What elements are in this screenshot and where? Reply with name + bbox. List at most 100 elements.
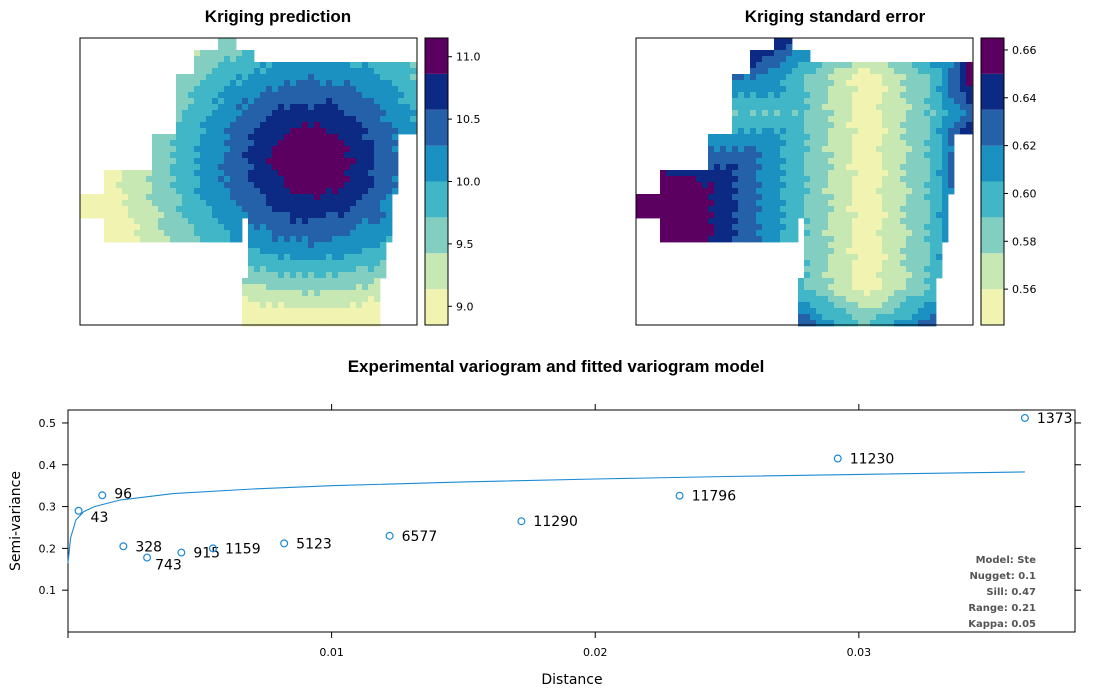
map-cell xyxy=(356,302,363,309)
map-cell xyxy=(864,86,871,93)
map-cell xyxy=(230,140,237,147)
map-cell xyxy=(876,272,883,279)
map-cell xyxy=(774,200,781,207)
map-cell xyxy=(272,224,279,231)
map-cell xyxy=(254,164,261,171)
map-cell xyxy=(804,302,811,309)
map-cell xyxy=(660,170,667,177)
map-cell xyxy=(368,236,375,243)
map-cell xyxy=(846,260,853,267)
map-cell xyxy=(386,236,393,243)
map-cell xyxy=(798,290,805,297)
map-cell xyxy=(924,170,931,177)
map-cell xyxy=(864,302,871,309)
map-cell xyxy=(152,224,159,231)
map-cell xyxy=(338,176,345,183)
map-cell xyxy=(852,218,859,225)
map-cell xyxy=(362,314,369,321)
map-cell xyxy=(816,80,823,87)
map-cell xyxy=(362,296,369,303)
map-cell xyxy=(380,260,387,267)
map-cell xyxy=(882,74,889,81)
map-cell xyxy=(834,170,841,177)
map-cell xyxy=(80,200,87,207)
map-cell xyxy=(212,194,219,201)
map-cell xyxy=(230,194,237,201)
map-cell xyxy=(224,230,231,237)
map-cell xyxy=(314,308,321,315)
map-cell xyxy=(876,314,883,321)
map-cell xyxy=(792,110,799,117)
map-cell xyxy=(732,74,739,81)
map-cell xyxy=(254,92,261,99)
map-cell xyxy=(810,266,817,273)
map-cell xyxy=(810,104,817,111)
map-cell xyxy=(170,170,177,177)
map-cell xyxy=(362,74,369,81)
map-cell xyxy=(296,98,303,105)
map-cell xyxy=(356,218,363,225)
map-cell xyxy=(852,152,859,159)
map-cell xyxy=(918,230,925,237)
map-cell xyxy=(774,170,781,177)
map-cell xyxy=(254,290,261,297)
map-cell xyxy=(900,218,907,225)
map-cell xyxy=(792,122,799,129)
map-cell xyxy=(374,290,381,297)
map-cell xyxy=(290,218,297,225)
map-cell xyxy=(242,296,249,303)
map-cell xyxy=(272,68,279,75)
map-cell xyxy=(140,176,147,183)
map-cell xyxy=(906,302,913,309)
map-cell xyxy=(942,218,949,225)
map-cell xyxy=(302,116,309,123)
map-cell xyxy=(816,212,823,219)
map-cell xyxy=(900,80,907,87)
map-cell xyxy=(266,296,273,303)
map-cell xyxy=(272,260,279,267)
map-cell xyxy=(948,188,955,195)
map-cell xyxy=(368,314,375,321)
map-cell xyxy=(834,104,841,111)
map-cell xyxy=(302,218,309,225)
model-info-line: Kappa: 0.05 xyxy=(968,619,1036,630)
map-cell xyxy=(224,38,231,45)
map-cell xyxy=(816,98,823,105)
map-cell xyxy=(326,164,333,171)
map-cell xyxy=(852,248,859,255)
map-cell xyxy=(918,194,925,201)
map-cell xyxy=(170,212,177,219)
map-cell xyxy=(242,146,249,153)
map-cell xyxy=(798,122,805,129)
map-cell xyxy=(314,284,321,291)
map-cell xyxy=(732,236,739,243)
map-cell xyxy=(290,152,297,159)
map-cell xyxy=(882,188,889,195)
map-cell xyxy=(930,272,937,279)
map-cell xyxy=(954,98,961,105)
map-cell xyxy=(858,200,865,207)
map-cell xyxy=(404,122,411,129)
map-cell xyxy=(804,254,811,261)
map-cell xyxy=(146,212,153,219)
map-cell xyxy=(900,170,907,177)
map-cell xyxy=(296,152,303,159)
map-cell xyxy=(314,242,321,249)
map-cell xyxy=(116,230,123,237)
map-cell xyxy=(906,140,913,147)
map-cell xyxy=(332,218,339,225)
map-cell xyxy=(200,182,207,189)
map-cell xyxy=(924,146,931,153)
map-cell xyxy=(816,290,823,297)
map-cell xyxy=(780,86,787,93)
map-cell xyxy=(930,134,937,141)
map-cell xyxy=(768,200,775,207)
map-cell xyxy=(350,176,357,183)
map-cell xyxy=(846,272,853,279)
map-cell xyxy=(840,296,847,303)
map-cell xyxy=(362,182,369,189)
map-cell xyxy=(344,68,351,75)
map-cell xyxy=(894,272,901,279)
map-cell xyxy=(140,194,147,201)
map-cell xyxy=(882,236,889,243)
